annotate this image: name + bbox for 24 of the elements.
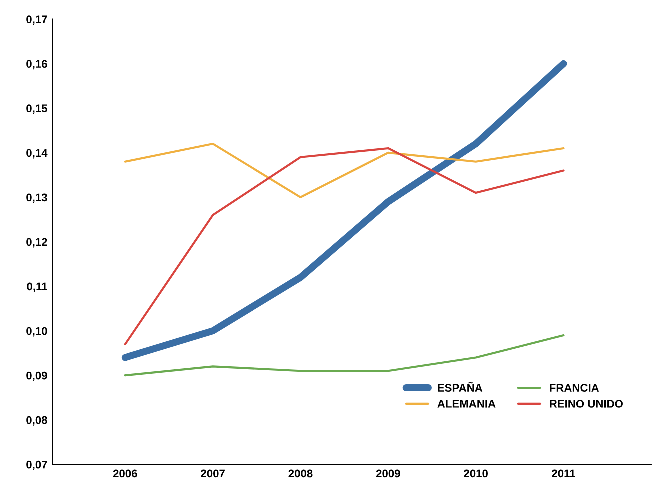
legend-label: FRANCIA (550, 384, 600, 392)
line-series (124, 334, 565, 377)
x-tick-label: 2009 (376, 470, 400, 478)
y-tick-label: 0,12 (26, 238, 48, 248)
legend-label: ESPAÑA (438, 382, 483, 392)
legend-label: REINO UNIDO (550, 400, 623, 408)
x-tick-label: 2006 (113, 470, 138, 478)
x-tick-label: 2011 (552, 470, 576, 478)
y-tick-label: 0,11 (27, 282, 48, 292)
x-tick-label: 2008 (288, 470, 313, 478)
x-tick-label: 2010 (464, 470, 488, 478)
x-tick-label: 2007 (201, 470, 225, 478)
line-series (124, 147, 565, 346)
y-tick-label: 0,16 (26, 60, 48, 70)
y-tick-label: 0,07 (26, 460, 48, 470)
y-tick-label: 0,08 (26, 416, 48, 426)
y-tick-label: 0,15 (26, 104, 48, 114)
legend-label: ALEMANIA (438, 400, 496, 408)
y-tick-label: 0,17 (26, 16, 48, 26)
y-tick-label: 0,13 (26, 194, 48, 204)
y-tick-label: 0,09 (26, 372, 48, 382)
y-tick-label: 0,10 (26, 327, 48, 337)
y-tick-label: 0,14 (26, 149, 48, 159)
line-series (124, 142, 565, 199)
